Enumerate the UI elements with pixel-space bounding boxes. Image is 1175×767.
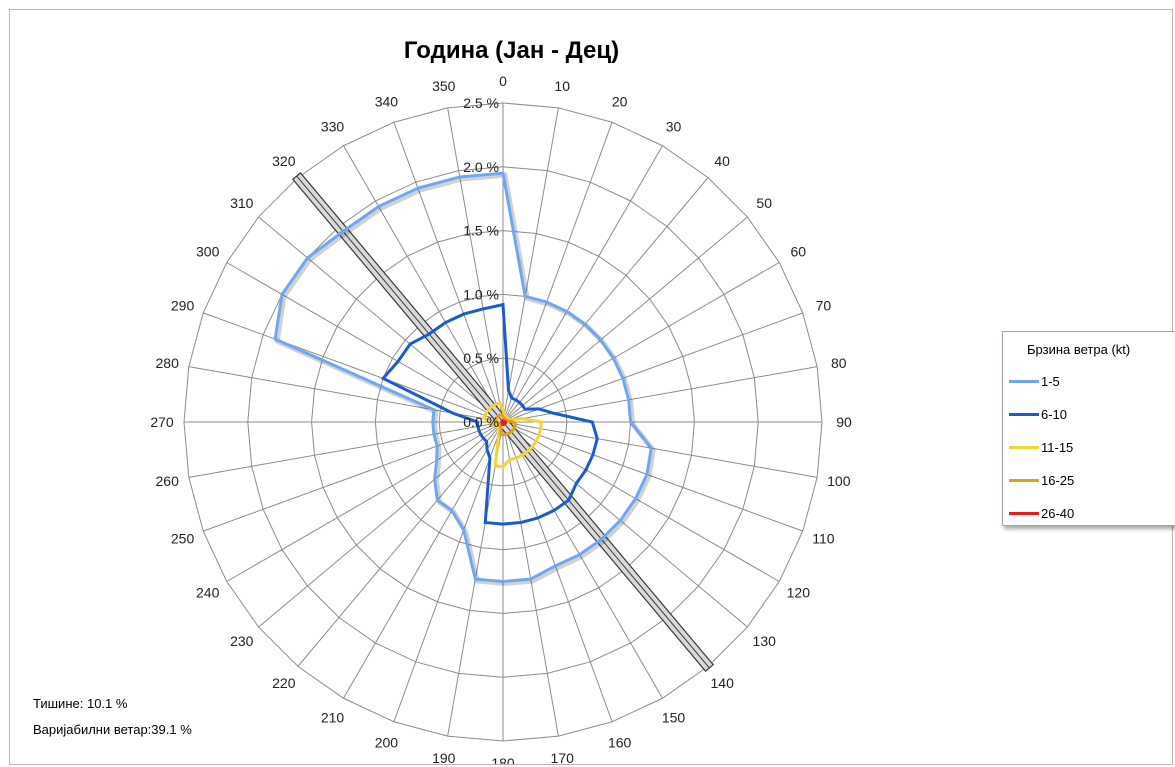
legend-swatch-11-15 — [1009, 445, 1039, 449]
grid-spoke — [226, 262, 504, 423]
series-26-40 — [500, 419, 508, 427]
legend-label: 6-10 — [1041, 406, 1068, 422]
radial-tick-label: 0.0 % — [463, 414, 499, 430]
angle-label: 70 — [816, 297, 832, 313]
legend-item-16-25: 16-25 — [1009, 472, 1074, 488]
angle-label: 220 — [272, 675, 296, 691]
grid-spoke — [502, 312, 803, 423]
variable-value: 39.1 % — [151, 722, 192, 737]
angle-label: 100 — [827, 473, 851, 489]
grid-spoke — [502, 421, 818, 478]
radial-tick-label: 1.5 % — [463, 223, 499, 239]
angle-label: 340 — [375, 94, 399, 110]
angle-label: 90 — [836, 414, 852, 430]
angle-label: 30 — [666, 119, 682, 135]
angle-label: 200 — [375, 734, 399, 750]
wind-rose-plot: 0.0 % 0.5 % 1.0 % 1.5 % 2.0 % 2.5 %0 10 20 30 40 5… — [150, 73, 852, 764]
angle-label: 270 — [150, 414, 174, 430]
grid-spoke — [502, 421, 748, 628]
grid-spoke — [393, 421, 504, 722]
grid-spoke — [502, 421, 613, 722]
legend-item-6-10: 6-10 — [1009, 406, 1067, 422]
grid-spoke — [502, 421, 803, 532]
legend-label: 11-15 — [1041, 439, 1074, 455]
angle-label: 260 — [156, 473, 180, 489]
angle-label: 240 — [196, 585, 220, 601]
calm-value: 10.1 % — [86, 696, 128, 711]
angle-label: 140 — [711, 675, 735, 691]
legend-item-26-40: 26-40 — [1009, 505, 1074, 521]
angle-label: 180 — [491, 755, 515, 764]
grid-spoke — [502, 421, 663, 699]
radial-tick-label: 2.5 % — [463, 95, 499, 111]
calm-label: Тишине: — [33, 696, 84, 711]
chart-frame: 0.0 % 0.5 % 1.0 % 1.5 % 2.0 % 2.5 % 0 10 20 30 40 5… — [9, 9, 1175, 765]
legend-label: 26-40 — [1041, 505, 1075, 521]
radial-tick-label: 0.5 % — [463, 350, 499, 366]
grid-spoke — [203, 312, 504, 423]
series-11-15 — [482, 401, 543, 469]
angle-label: 50 — [756, 195, 772, 211]
angle-label: 80 — [831, 355, 847, 371]
angle-label: 130 — [753, 633, 777, 649]
series-1-5 — [273, 171, 653, 584]
angle-label: 60 — [791, 244, 807, 260]
legend-title: Брзина ветра (kt) — [1027, 342, 1131, 357]
legend-label: 16-25 — [1041, 472, 1075, 488]
angle-label: 160 — [608, 734, 632, 750]
legend: Брзина ветра (kt) 1-5 6-10 11-15 16-25 2… — [1002, 331, 1175, 526]
angle-label: 120 — [787, 585, 811, 601]
series-16-25 — [493, 412, 518, 437]
legend-item-11-15: 11-15 — [1009, 439, 1073, 455]
angle-label: 190 — [432, 750, 456, 764]
angle-label: 10 — [554, 78, 570, 94]
angle-label: 20 — [612, 94, 628, 110]
angle-label: 280 — [156, 355, 180, 371]
chart-title: Година (Јан - Дец) — [403, 37, 620, 64]
angle-label: 150 — [662, 709, 686, 725]
angle-label: 170 — [551, 750, 575, 764]
legend-label: 1-5 — [1041, 373, 1060, 389]
grid-spoke — [447, 107, 504, 423]
variable-wind-note: Варијабилни ветар:39.1 % — [33, 722, 192, 737]
calm-note: Тишине: 10.1 % — [33, 696, 127, 711]
angle-label: 290 — [171, 297, 195, 313]
grid-spoke — [393, 122, 504, 423]
angle-label: 110 — [812, 531, 835, 547]
angle-label: 300 — [196, 244, 220, 260]
angle-label: 330 — [321, 119, 345, 135]
grid-spoke — [502, 107, 559, 423]
legend-swatch-1-5 — [1009, 379, 1039, 383]
series-6-10 — [380, 302, 599, 526]
angle-label: 0 — [499, 73, 507, 89]
legend-item-1-5: 1-5 — [1009, 373, 1060, 389]
variable-label: Варијабилни ветар: — [33, 722, 152, 737]
grid-spoke — [343, 421, 504, 699]
angle-label: 250 — [171, 531, 195, 547]
angle-label: 310 — [230, 195, 254, 211]
legend-swatch-16-25 — [1009, 478, 1039, 482]
grid-spoke — [502, 177, 709, 423]
radial-tick-label: 1.0 % — [463, 286, 499, 302]
radial-tick-label: 2.0 % — [463, 159, 499, 175]
grid-spoke — [502, 216, 748, 423]
angle-label: 210 — [321, 709, 345, 725]
grid-spoke — [188, 421, 504, 478]
grid-spoke — [258, 421, 504, 628]
grid-spoke — [502, 421, 780, 582]
angle-label: 40 — [714, 153, 730, 169]
legend-swatch-26-40 — [1009, 511, 1039, 515]
grid-spoke — [258, 216, 504, 423]
grid-spoke — [226, 421, 504, 582]
angle-label: 320 — [272, 153, 296, 169]
angle-label: 350 — [432, 78, 456, 94]
grid-spoke — [502, 262, 780, 423]
grid-spoke — [297, 421, 504, 667]
grid-spoke — [203, 421, 504, 532]
grid-spoke — [502, 145, 663, 423]
grid-spoke — [343, 145, 504, 423]
grid-spoke — [502, 122, 613, 423]
legend-swatch-6-10 — [1009, 412, 1039, 416]
angle-label: 230 — [230, 633, 254, 649]
